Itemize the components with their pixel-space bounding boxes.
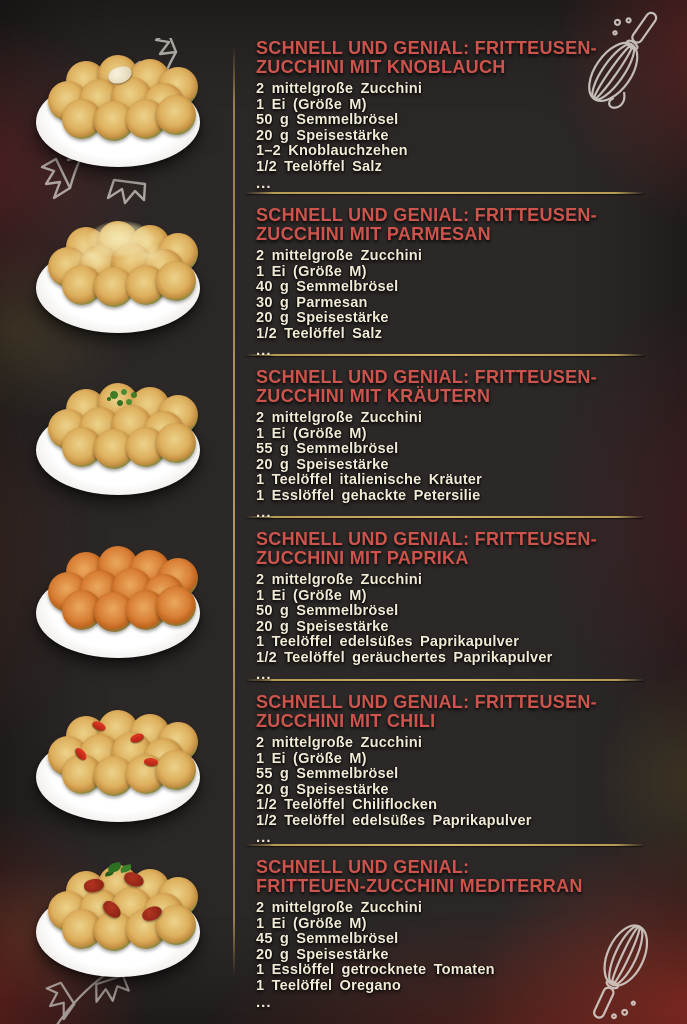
recipe-title: SCHNELL UND GENIAL: FRITTEUSEN- ZUCCHINI … [256, 692, 597, 731]
ingredient-list: 2 mittelgroße Zucchini 1 Ei (Größe M) 40… [256, 248, 687, 343]
ingredient-line: 1 Ei (Größe M) [256, 425, 367, 442]
dish-photo-mediterran [32, 857, 204, 979]
ingredient-line: 1 Ei (Größe M) [256, 750, 367, 767]
ingredient-line: 1 Teelöffel Oregano [256, 977, 401, 994]
ingredient-list: 2 mittelgroße Zucchini 1 Ei (Größe M) 55… [256, 410, 687, 505]
ingredient-line: 1/2 Teelöffel geräuchertes Paprikapulver [256, 649, 553, 666]
ingredient-line: 1 Teelöffel italienische Kräuter [256, 472, 482, 489]
herb-sprig [110, 391, 118, 399]
dish-photo-knoblauch [32, 47, 204, 169]
dish-photo-parmesan [32, 213, 204, 335]
ingredient-list: 2 mittelgroße Zucchini 1 Ei (Größe M) 55… [256, 735, 687, 830]
ingredient-list: 2 mittelgroße Zucchini 1 Ei (Größe M) 45… [256, 900, 687, 995]
recipe-section-mediterran: SCHNELL UND GENIAL: FRITTEUEN-ZUCCHINI ME… [0, 845, 687, 1024]
recipe-title: SCHNELL UND GENIAL: FRITTEUEN-ZUCCHINI ME… [256, 857, 583, 896]
ingredient-line: 1 Ei (Größe M) [256, 587, 367, 604]
ingredient-line: 2 mittelgroße Zucchini [256, 735, 423, 751]
ellipsis-more: ... [256, 828, 272, 846]
recipe-section-knoblauch: SCHNELL UND GENIAL: FRITTEUSEN- ZUCCHINI … [0, 0, 687, 193]
ingredient-line: 20 g Speisestärke [256, 310, 389, 327]
recipe-title: SCHNELL UND GENIAL: FRITTEUSEN- ZUCCHINI … [256, 529, 597, 568]
ingredient-line: 40 g Semmelbrösel [256, 279, 399, 296]
ingredient-list: 2 mittelgroße Zucchini 1 Ei (Größe M) 50… [256, 572, 687, 667]
recipe-title: SCHNELL UND GENIAL: FRITTEUSEN- ZUCCHINI … [256, 38, 597, 77]
ellipsis-more: ... [256, 993, 272, 1011]
recipe-section-kraeuter: SCHNELL UND GENIAL: FRITTEUSEN- ZUCCHINI … [0, 355, 687, 520]
ingredient-line: 1–2 Knoblauchzehen [256, 143, 408, 160]
ingredient-line: 45 g Semmelbrösel [256, 931, 399, 948]
dish-photo-chili [32, 702, 204, 824]
ingredient-line: 2 mittelgroße Zucchini [256, 572, 423, 588]
ingredient-line: 55 g Semmelbrösel [256, 766, 399, 783]
dish-photo-kraeuter [32, 375, 204, 497]
ellipsis-more: ... [256, 665, 272, 683]
ellipsis-more: ... [256, 174, 272, 192]
ingredient-line: 1 Ei (Größe M) [256, 263, 367, 280]
ingredient-line: 55 g Semmelbrösel [256, 441, 399, 458]
ingredient-line: 2 mittelgroße Zucchini [256, 900, 423, 916]
recipe-section-chili: SCHNELL UND GENIAL: FRITTEUSEN- ZUCCHINI … [0, 680, 687, 845]
ingredient-line: 1/2 Teelöffel Chiliflocken [256, 797, 438, 814]
recipe-section-paprika: SCHNELL UND GENIAL: FRITTEUSEN- ZUCCHINI … [0, 517, 687, 683]
ingredient-line: 50 g Semmelbrösel [256, 603, 399, 620]
ingredient-list: 2 mittelgroße Zucchini 1 Ei (Größe M) 50… [256, 81, 687, 176]
ingredient-line: 1/2 Teelöffel Salz [256, 325, 383, 342]
ingredient-line: 2 mittelgroße Zucchini [256, 248, 423, 264]
ingredient-line: 2 mittelgroße Zucchini [256, 410, 423, 426]
ingredient-line: 1 Ei (Größe M) [256, 96, 367, 113]
ingredient-line: 1 Esslöffel getrocknete Tomaten [256, 962, 495, 979]
recipe-section-parmesan: SCHNELL UND GENIAL: FRITTEUSEN- ZUCCHINI … [0, 193, 687, 358]
ingredient-line: 1/2 Teelöffel edelsüßes Paprikapulver [256, 812, 532, 829]
ingredient-line: 1 Ei (Größe M) [256, 915, 367, 932]
ingredient-line: 1/2 Teelöffel Salz [256, 158, 383, 175]
ingredient-line: 1 Teelöffel edelsüßes Paprikapulver [256, 634, 520, 651]
ingredient-line: 2 mittelgroße Zucchini [256, 81, 423, 97]
recipe-title: SCHNELL UND GENIAL: FRITTEUSEN- ZUCCHINI … [256, 367, 597, 406]
ingredient-line: 1 Esslöffel gehackte Petersilie [256, 487, 481, 504]
recipe-title: SCHNELL UND GENIAL: FRITTEUSEN- ZUCCHINI … [256, 205, 597, 244]
dish-photo-paprika [32, 538, 204, 660]
ingredient-line: 50 g Semmelbrösel [256, 112, 399, 129]
